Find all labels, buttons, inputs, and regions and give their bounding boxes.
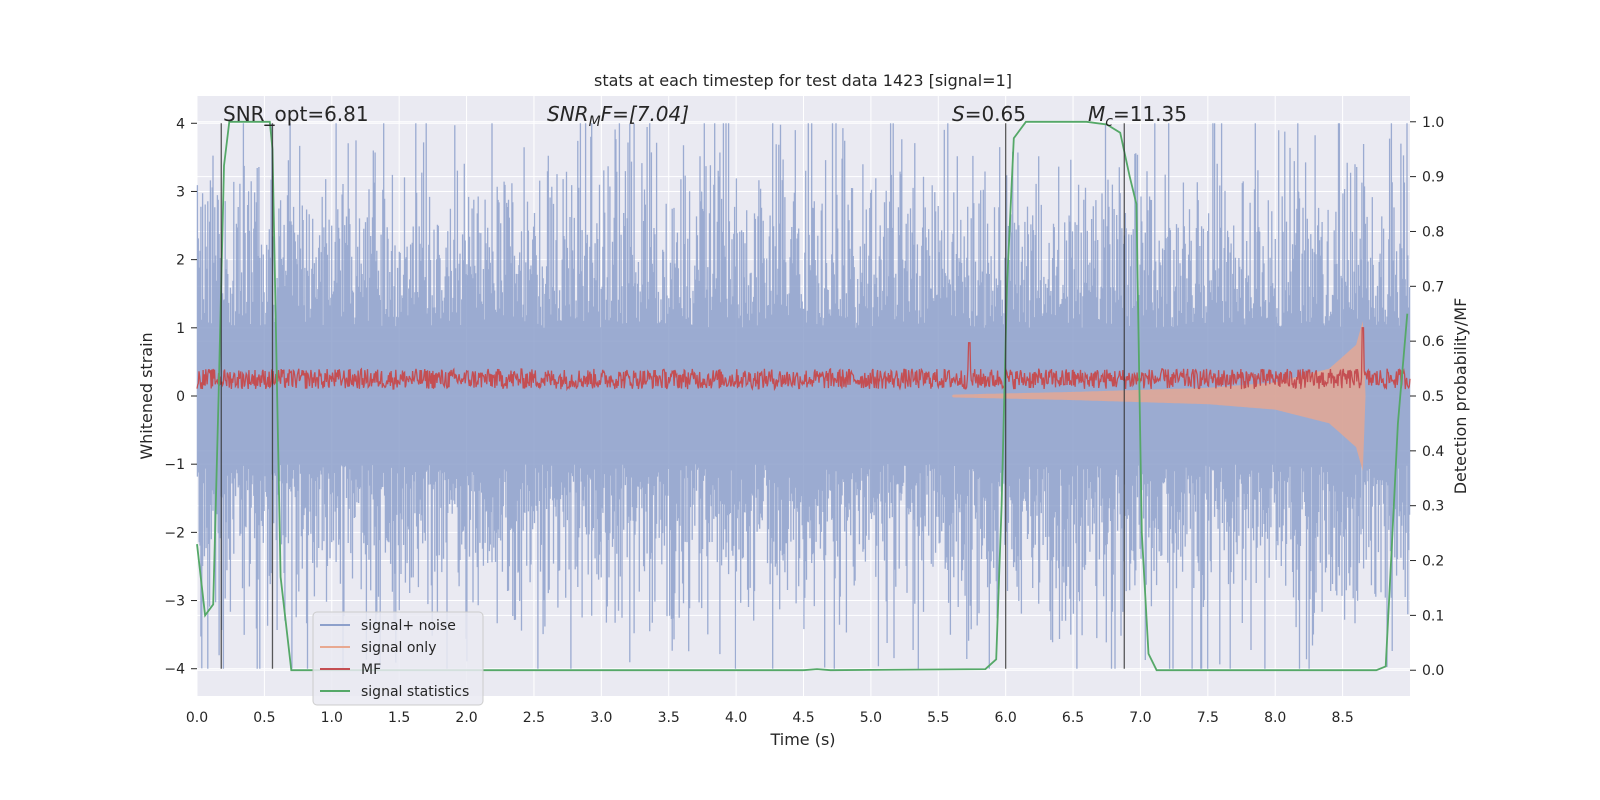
x-tick-label: 5.0 [860,710,882,726]
y2-tick-label: 0.0 [1422,663,1444,679]
y-tick-label: −1 [164,457,185,473]
y-tick-label: −2 [164,525,185,541]
y2-axis-label: Detection probability/MF [1451,298,1470,495]
series-mf [196,327,1411,392]
x-tick-label: 4.0 [725,710,747,726]
y2-tick-label: 0.7 [1422,279,1444,295]
legend: signal+ noise signal only MF signal stat… [312,611,484,706]
x-tick-label: 1.5 [388,710,410,726]
y2-tick-label: 0.2 [1422,554,1444,570]
x-tick-label: 8.5 [1331,710,1353,726]
y-tick-label: 1 [176,321,185,337]
x-axis-label: Time (s) [769,730,835,749]
chart-title: stats at each timestep for test data 142… [594,71,1012,90]
y-tick-label: 4 [176,116,185,132]
x-tick-label: 6.5 [1062,710,1084,726]
y-tick-label: 0 [176,389,185,405]
y-ticks: −4 −3 −2 −1 0 1 2 3 4 [164,116,197,678]
x-tick-label: 2.5 [523,710,545,726]
annotation-s: S=0.65 [952,102,1026,126]
y2-tick-label: 0.5 [1422,389,1444,405]
y2-ticks: 0.0 0.1 0.2 0.3 0.4 0.5 0.6 0.7 0.8 0.9 1.0 [1410,115,1444,679]
legend-label-signal-statistics: signal statistics [361,684,469,700]
x-tick-label: 7.5 [1197,710,1219,726]
series-signal-only [951,321,1366,471]
y2-tick-label: 0.4 [1422,444,1444,460]
legend-label-mf: MF [361,662,381,678]
y2-tick-label: 0.8 [1422,224,1444,240]
y-tick-label: 3 [176,184,185,200]
x-tick-label: 1.0 [321,710,343,726]
x-tick-label: 0.0 [186,710,208,726]
y-axis-label: Whitened strain [137,332,156,459]
x-tick-label: 6.0 [995,710,1017,726]
vertical-markers [220,123,1125,669]
x-tick-label: 8.0 [1264,710,1286,726]
x-ticks: 0.0 0.5 1.0 1.5 2.0 2.5 3.0 3.5 4.0 4.5 5.0 5.5 6.0 6… [186,710,1354,726]
y-tick-label: 2 [176,253,185,269]
x-tick-label: 5.5 [927,710,949,726]
x-tick-label: 2.0 [455,710,477,726]
y2-tick-label: 0.6 [1422,334,1444,350]
x-tick-label: 4.5 [792,710,814,726]
series-signal-statistics [196,120,1409,672]
y-tick-label: −3 [164,594,185,610]
annotation-snr-opt: SNR_opt=6.81 [223,102,369,126]
series-layer [196,120,1411,672]
x-tick-label: 7.0 [1129,710,1151,726]
annotation-snr-mf: SNRMF=[7.04] [547,102,689,130]
legend-label-signal-only: signal only [361,640,436,656]
y2-tick-label: 0.3 [1422,499,1444,515]
y2-tick-label: 1.0 [1422,115,1444,131]
x-tick-label: 0.5 [253,710,275,726]
y2-tick-label: 0.9 [1422,170,1444,186]
y-tick-label: −4 [164,662,185,678]
annotation-mc: Mc=11.35 [1088,102,1187,130]
x-tick-label: 3.5 [658,710,680,726]
legend-box [312,611,484,706]
x-tick-label: 3.0 [590,710,612,726]
legend-label-signal-noise: signal+ noise [361,618,456,634]
y2-tick-label: 0.1 [1422,608,1444,624]
